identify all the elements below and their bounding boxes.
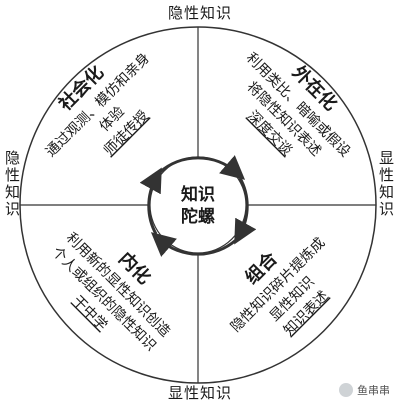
spiral-arrow-left bbox=[139, 167, 162, 235]
watermark-icon bbox=[339, 383, 353, 397]
top-edge-label: 隐性知识 bbox=[168, 4, 233, 22]
spiral-arrow-top bbox=[159, 155, 246, 180]
right-edge-label: 显性知识 bbox=[377, 150, 395, 218]
center-circle bbox=[149, 156, 247, 254]
watermark-text: 鱼串串 bbox=[357, 384, 390, 397]
spiral-arrow-right bbox=[234, 177, 257, 245]
quadrant-externalization: 外在化 利用类比、暗喻或假设 将隐性知识表述 深度交谈 bbox=[243, 50, 353, 160]
watermark-badge: 鱼串串 bbox=[339, 382, 390, 398]
left-edge-label: 隐性知识 bbox=[3, 150, 21, 218]
bottom-edge-label: 显性知识 bbox=[168, 384, 233, 402]
center-label-line1: 知识 bbox=[180, 184, 215, 205]
center-label-line2: 陀螺 bbox=[181, 206, 215, 227]
spiral-arrow-bottom bbox=[150, 232, 237, 257]
